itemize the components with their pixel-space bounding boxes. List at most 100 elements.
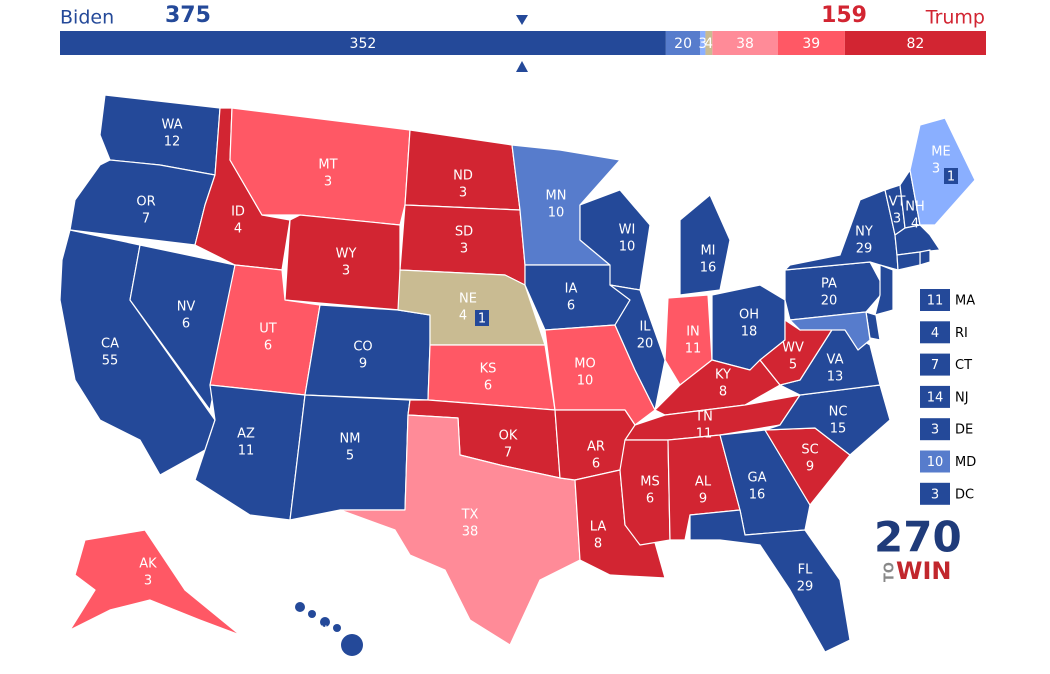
state-abbr: NH — [905, 200, 925, 215]
small-state-box — [920, 385, 950, 408]
bar-label: 352 — [350, 36, 377, 52]
state-votes: 6 — [484, 379, 492, 394]
state-votes: 9 — [359, 357, 367, 372]
logo: 270 TO WIN — [874, 513, 962, 586]
state-shape — [308, 610, 316, 618]
state-shape — [427, 344, 556, 411]
small-state-abbr: MA — [955, 294, 975, 309]
state-abbr: OR — [136, 195, 155, 210]
state-abbr: TN — [694, 410, 713, 425]
small-state-votes: 4 — [931, 326, 939, 341]
state-votes: 20 — [821, 294, 838, 309]
state-abbr: AZ — [237, 427, 255, 442]
state-votes: 29 — [797, 580, 814, 595]
state-abbr: AL — [695, 475, 712, 490]
state-shape — [69, 529, 241, 636]
state-abbr: IA — [565, 282, 578, 297]
logo-win: WIN — [896, 557, 952, 585]
state-votes: 13 — [827, 370, 844, 385]
district-votes: 1 — [947, 170, 955, 185]
state-abbr: OH — [739, 308, 759, 323]
state-votes: 12 — [164, 135, 181, 150]
state-shape — [320, 617, 330, 627]
right-candidate: Trump — [925, 7, 985, 29]
bar-segment — [844, 31, 986, 55]
small-state-box — [920, 321, 950, 344]
state-votes: 10 — [548, 206, 565, 221]
small-state-box — [920, 450, 950, 473]
state-abbr: WY — [336, 247, 357, 262]
state-votes: 38 — [462, 525, 479, 540]
state-votes: 55 — [102, 354, 119, 369]
small-state-votes: 7 — [931, 358, 939, 373]
bar-label: 39 — [802, 36, 820, 52]
state-votes: 7 — [504, 446, 512, 461]
left-candidate: Biden — [60, 7, 114, 29]
state-abbr: VT — [889, 195, 906, 210]
state-abbr: KS — [480, 362, 497, 377]
state-votes: 10 — [619, 240, 636, 255]
state-votes: 29 — [856, 242, 873, 257]
state-abbr: FL — [798, 563, 813, 578]
state-votes: 6 — [264, 339, 272, 354]
state-abbr: AK — [139, 557, 157, 572]
state-abbr: NM — [340, 432, 361, 447]
bar-segment — [700, 31, 706, 55]
state-shape — [909, 117, 976, 226]
state-shape — [789, 311, 871, 351]
state-votes: 3 — [324, 175, 332, 190]
state-abbr: LA — [590, 520, 607, 535]
state-votes: 15 — [830, 422, 847, 437]
majority-marker — [516, 61, 528, 72]
small-state-abbr: DC — [955, 487, 974, 502]
state-votes: 4 — [911, 217, 919, 232]
small-state-abbr: NJ — [955, 390, 969, 405]
bar-segment — [705, 31, 713, 55]
state-votes: 8 — [594, 537, 602, 552]
bar-label: 38 — [736, 36, 754, 52]
logo-to: TO — [883, 562, 898, 582]
state-votes: 6 — [646, 492, 654, 507]
state-abbr: ID — [231, 205, 245, 220]
state-abbr: WV — [782, 341, 804, 356]
district-votes: 1 — [478, 312, 486, 327]
state-abbr: KY — [715, 368, 731, 383]
state-shape — [896, 251, 921, 271]
state-abbr: PA — [821, 277, 837, 292]
state-shape — [679, 194, 731, 296]
state-abbr: NE — [459, 292, 477, 307]
right-total: 159 — [821, 3, 867, 28]
state-votes: 4 — [317, 642, 325, 657]
small-state-box — [920, 418, 950, 441]
bar-segment — [665, 31, 701, 55]
small-state-votes: 14 — [927, 390, 944, 405]
state-shape — [874, 264, 894, 316]
state-votes: 10 — [577, 374, 594, 389]
small-state-votes: 10 — [927, 455, 944, 470]
state-abbr: ME — [931, 145, 950, 160]
state-votes: 3 — [932, 162, 940, 177]
state-abbr: TX — [461, 508, 479, 523]
state-abbr: GA — [748, 471, 767, 486]
state-votes: 20 — [637, 337, 654, 352]
small-state-abbr: MD — [955, 455, 976, 470]
small-state-abbr: DE — [955, 423, 973, 438]
bar-label: 20 — [674, 36, 692, 52]
state-votes: 6 — [592, 457, 600, 472]
small-state-box — [920, 289, 950, 311]
state-shape — [784, 189, 899, 271]
state-abbr: AR — [587, 440, 605, 455]
state-shape — [339, 414, 581, 646]
state-votes: 11 — [238, 444, 255, 459]
state-abbr: ND — [453, 169, 473, 184]
state-abbr: NC — [829, 405, 848, 420]
small-state-box — [920, 482, 950, 505]
state-abbr: WA — [161, 118, 182, 133]
state-shape — [295, 602, 305, 612]
bar-segment — [777, 31, 845, 55]
bar-label: 3 — [698, 36, 707, 52]
state-votes: 9 — [699, 492, 707, 507]
state-shape — [341, 634, 363, 656]
state-abbr: NY — [855, 225, 873, 240]
